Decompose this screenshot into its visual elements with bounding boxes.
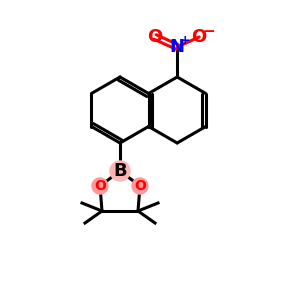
Text: B: B (113, 162, 127, 180)
Text: O: O (148, 28, 163, 46)
Circle shape (92, 178, 108, 194)
Text: N: N (170, 38, 185, 56)
Circle shape (110, 161, 130, 181)
Circle shape (132, 178, 148, 194)
Text: O: O (134, 179, 146, 193)
Text: +: + (180, 34, 190, 47)
Text: O: O (191, 28, 207, 46)
Text: −: − (203, 25, 215, 40)
Text: O: O (94, 179, 106, 193)
